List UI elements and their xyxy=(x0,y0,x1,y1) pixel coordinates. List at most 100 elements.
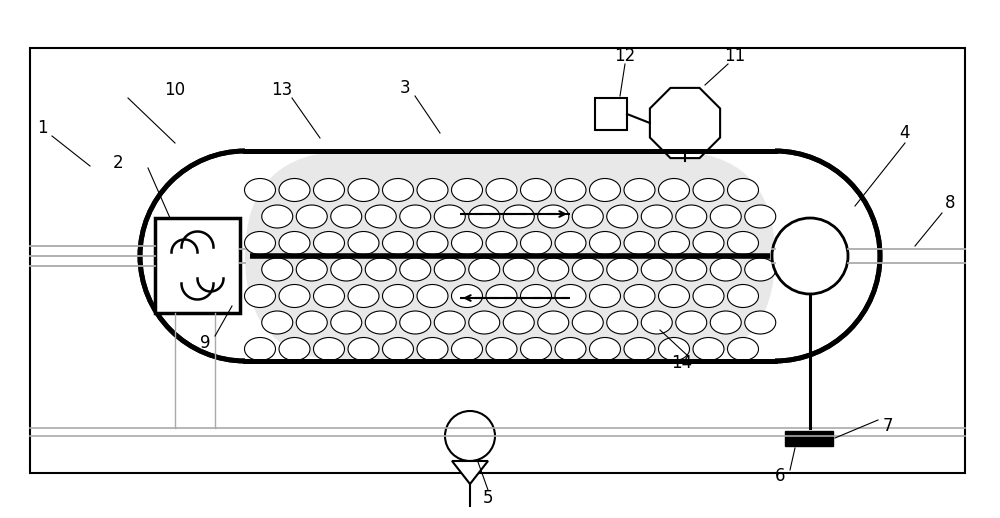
Ellipse shape xyxy=(400,205,431,228)
Text: 14: 14 xyxy=(671,354,693,372)
Ellipse shape xyxy=(710,258,741,281)
Ellipse shape xyxy=(262,311,293,334)
Ellipse shape xyxy=(607,258,638,281)
Ellipse shape xyxy=(555,338,586,361)
Ellipse shape xyxy=(434,258,465,281)
Ellipse shape xyxy=(382,338,414,361)
Text: 13: 13 xyxy=(271,81,293,99)
Ellipse shape xyxy=(520,179,552,202)
Text: 10: 10 xyxy=(164,81,186,99)
Bar xyxy=(155,218,240,313)
Ellipse shape xyxy=(486,232,517,254)
Ellipse shape xyxy=(365,205,396,228)
Ellipse shape xyxy=(314,232,344,254)
Ellipse shape xyxy=(624,179,655,202)
Ellipse shape xyxy=(589,232,620,254)
Text: 11: 11 xyxy=(724,47,746,65)
Ellipse shape xyxy=(572,311,603,334)
Ellipse shape xyxy=(538,258,569,281)
Polygon shape xyxy=(452,461,488,484)
Bar xyxy=(595,98,627,130)
Ellipse shape xyxy=(400,258,431,281)
Ellipse shape xyxy=(262,205,293,228)
Text: 3: 3 xyxy=(400,79,410,97)
Text: 7: 7 xyxy=(883,417,893,435)
Ellipse shape xyxy=(279,232,310,254)
Ellipse shape xyxy=(296,258,327,281)
Ellipse shape xyxy=(728,179,759,202)
Ellipse shape xyxy=(279,179,310,202)
Ellipse shape xyxy=(676,311,707,334)
Ellipse shape xyxy=(296,311,327,334)
Ellipse shape xyxy=(296,205,327,228)
Ellipse shape xyxy=(469,205,500,228)
Ellipse shape xyxy=(469,258,500,281)
Ellipse shape xyxy=(693,284,724,308)
Ellipse shape xyxy=(434,311,465,334)
Ellipse shape xyxy=(314,284,344,308)
Ellipse shape xyxy=(641,205,672,228)
Ellipse shape xyxy=(314,179,344,202)
Ellipse shape xyxy=(710,311,741,334)
Ellipse shape xyxy=(486,179,517,202)
Ellipse shape xyxy=(728,284,759,308)
Ellipse shape xyxy=(348,284,379,308)
Ellipse shape xyxy=(452,338,483,361)
Ellipse shape xyxy=(728,338,759,361)
Ellipse shape xyxy=(641,258,672,281)
Ellipse shape xyxy=(417,232,448,254)
Ellipse shape xyxy=(245,338,276,361)
Ellipse shape xyxy=(676,258,707,281)
Ellipse shape xyxy=(452,232,483,254)
Ellipse shape xyxy=(331,311,362,334)
Ellipse shape xyxy=(382,284,414,308)
Text: 9: 9 xyxy=(200,334,210,352)
Ellipse shape xyxy=(693,338,724,361)
Ellipse shape xyxy=(745,258,776,281)
Ellipse shape xyxy=(417,338,448,361)
Ellipse shape xyxy=(245,179,276,202)
Ellipse shape xyxy=(486,284,517,308)
Ellipse shape xyxy=(331,258,362,281)
Ellipse shape xyxy=(279,284,310,308)
Circle shape xyxy=(772,218,848,294)
FancyBboxPatch shape xyxy=(245,151,775,361)
Ellipse shape xyxy=(624,338,655,361)
Ellipse shape xyxy=(469,311,500,334)
Ellipse shape xyxy=(607,311,638,334)
Ellipse shape xyxy=(314,338,344,361)
Ellipse shape xyxy=(348,179,379,202)
Text: 12: 12 xyxy=(614,47,636,65)
Text: 1: 1 xyxy=(37,119,47,137)
Ellipse shape xyxy=(503,258,534,281)
Ellipse shape xyxy=(572,205,603,228)
Ellipse shape xyxy=(245,232,276,254)
Text: 5: 5 xyxy=(483,489,493,507)
Ellipse shape xyxy=(503,311,534,334)
Ellipse shape xyxy=(245,284,276,308)
Ellipse shape xyxy=(607,205,638,228)
Ellipse shape xyxy=(400,311,431,334)
Ellipse shape xyxy=(589,338,620,361)
Ellipse shape xyxy=(693,232,724,254)
Text: 2: 2 xyxy=(113,154,123,172)
Ellipse shape xyxy=(417,179,448,202)
Text: 6: 6 xyxy=(775,467,785,485)
Ellipse shape xyxy=(676,205,707,228)
Ellipse shape xyxy=(365,311,396,334)
Ellipse shape xyxy=(658,284,690,308)
Ellipse shape xyxy=(538,311,569,334)
Ellipse shape xyxy=(555,179,586,202)
Ellipse shape xyxy=(520,284,552,308)
Ellipse shape xyxy=(624,232,655,254)
Ellipse shape xyxy=(348,338,379,361)
Ellipse shape xyxy=(624,284,655,308)
Ellipse shape xyxy=(452,284,483,308)
Ellipse shape xyxy=(555,232,586,254)
Ellipse shape xyxy=(382,179,414,202)
Text: 4: 4 xyxy=(900,124,910,142)
Ellipse shape xyxy=(572,258,603,281)
Ellipse shape xyxy=(589,284,620,308)
Ellipse shape xyxy=(434,205,465,228)
Ellipse shape xyxy=(262,258,293,281)
